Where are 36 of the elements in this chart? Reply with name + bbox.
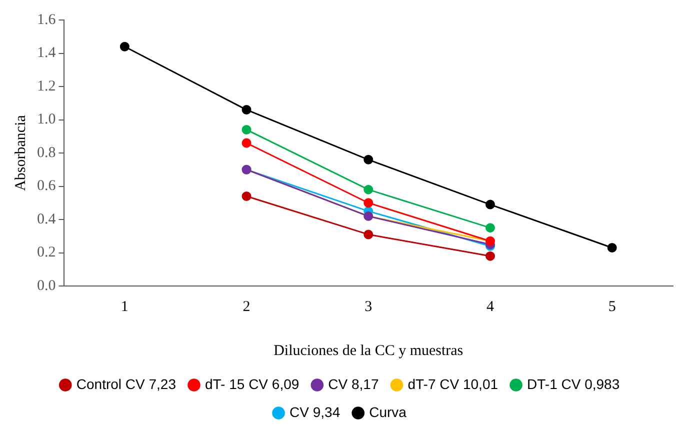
y-tick-label: 1.0 [37, 112, 56, 128]
y-tick-label: 1.4 [37, 45, 56, 62]
point [607, 243, 617, 253]
legend-label: Curva [369, 404, 407, 420]
point [485, 251, 495, 261]
x-tick-label: 1 [120, 298, 128, 315]
point [364, 184, 374, 194]
x-tick-label: 4 [486, 298, 494, 315]
y-tick-label: 0.0 [37, 278, 56, 294]
point [485, 200, 495, 210]
y-tick-label: 1.2 [37, 78, 56, 94]
legend-label: CV 8,17 [328, 376, 379, 392]
legend-label: dT- 15 CV 6,09 [204, 376, 300, 392]
point [242, 105, 252, 115]
point [364, 230, 374, 240]
legend-label: CV 9,34 [290, 404, 340, 420]
point [120, 42, 130, 52]
y-axis-title: Absorbancia [12, 114, 29, 191]
point [364, 198, 374, 208]
y-tick-label: 0.6 [37, 178, 56, 194]
x-axis-title: Diluciones de la CC y muestras [274, 342, 464, 359]
y-tick-label: 0.8 [37, 144, 56, 161]
legend-label: Control CV 7,23 [76, 376, 176, 392]
x-tick-label: 5 [608, 298, 616, 315]
point [242, 138, 252, 148]
x-tick-label: 2 [242, 298, 250, 315]
point [364, 154, 374, 164]
point [485, 223, 495, 233]
legend-label: DT-1 CV 0,983 [527, 376, 620, 392]
y-tick-label: 0.2 [37, 244, 56, 261]
y-tick-label: 1.6 [37, 12, 56, 28]
point [242, 191, 252, 201]
y-tick-label: 0.4 [37, 211, 56, 228]
legend-label: dT-7 CV 10,01 [408, 376, 498, 392]
x-tick-label: 3 [364, 298, 372, 315]
point [242, 124, 252, 134]
